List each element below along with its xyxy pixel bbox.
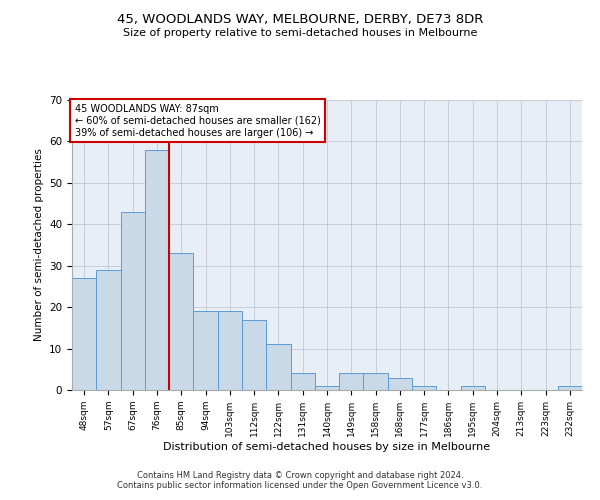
Text: 45, WOODLANDS WAY, MELBOURNE, DERBY, DE73 8DR: 45, WOODLANDS WAY, MELBOURNE, DERBY, DE7… [117,12,483,26]
Bar [461,386,485,390]
Bar [558,386,582,390]
Bar [169,254,193,390]
Bar [290,374,315,390]
Bar [242,320,266,390]
Bar [412,386,436,390]
Bar [218,312,242,390]
Text: 45 WOODLANDS WAY: 87sqm
← 60% of semi-detached houses are smaller (162)
39% of s: 45 WOODLANDS WAY: 87sqm ← 60% of semi-de… [74,104,320,138]
Text: Contains HM Land Registry data © Crown copyright and database right 2024.
Contai: Contains HM Land Registry data © Crown c… [118,470,482,490]
Bar [364,374,388,390]
Bar [145,150,169,390]
Bar [72,278,96,390]
Bar [266,344,290,390]
Text: Size of property relative to semi-detached houses in Melbourne: Size of property relative to semi-detach… [123,28,477,38]
Bar [315,386,339,390]
Bar [193,312,218,390]
Bar [121,212,145,390]
Y-axis label: Number of semi-detached properties: Number of semi-detached properties [34,148,44,342]
Bar [388,378,412,390]
X-axis label: Distribution of semi-detached houses by size in Melbourne: Distribution of semi-detached houses by … [163,442,491,452]
Bar [96,270,121,390]
Bar [339,374,364,390]
